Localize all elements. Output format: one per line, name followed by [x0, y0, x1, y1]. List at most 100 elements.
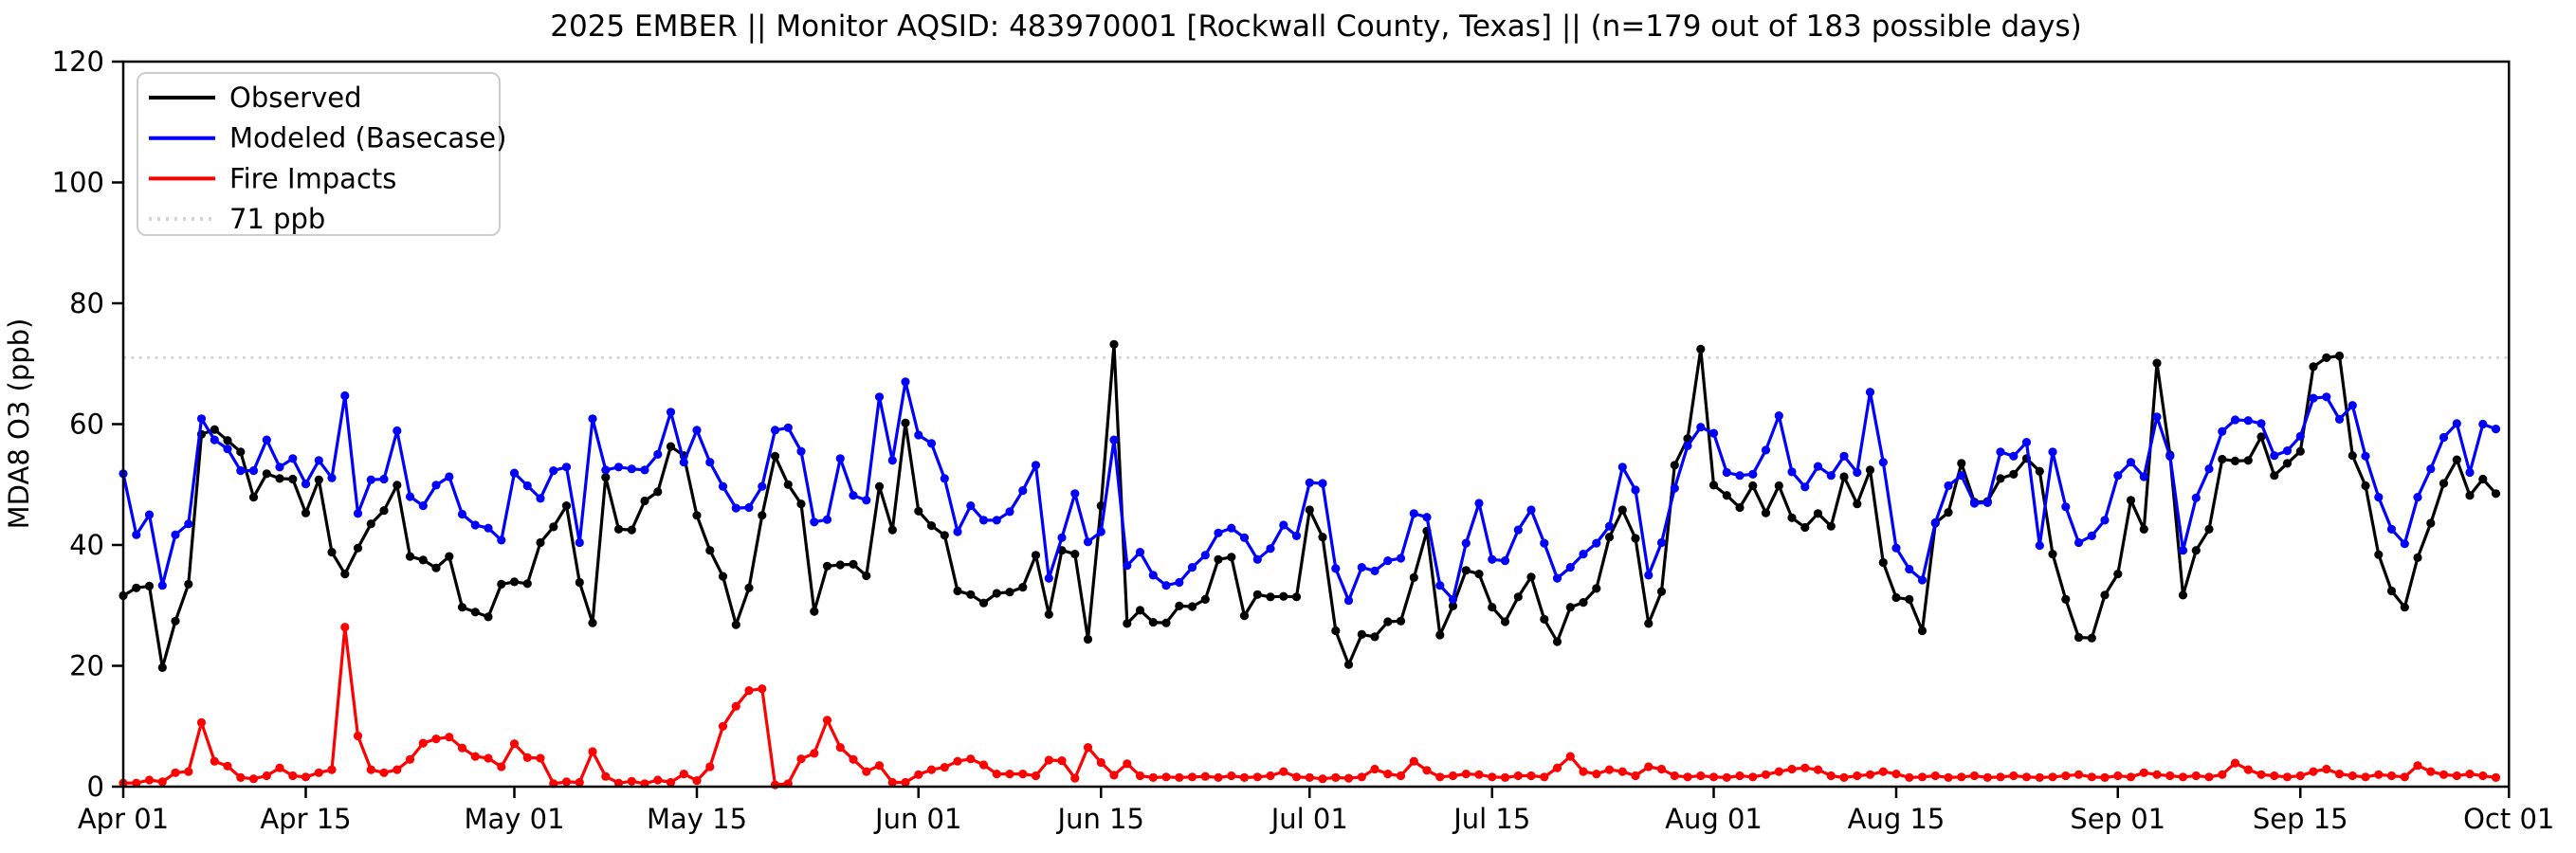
data-point	[405, 492, 415, 501]
data-point	[2021, 772, 2032, 782]
data-point	[1631, 771, 1640, 781]
data-point	[1905, 772, 1914, 783]
data-point	[2191, 546, 2201, 555]
data-point	[2139, 768, 2148, 777]
data-point	[1957, 772, 1966, 782]
x-tick-label: Sep 01	[2070, 803, 2165, 835]
data-point	[301, 480, 311, 489]
data-point	[1644, 571, 1653, 580]
data-point	[1735, 471, 1745, 481]
data-point	[705, 762, 715, 771]
data-point	[1214, 528, 1223, 537]
data-point	[1343, 773, 1354, 783]
data-point	[2491, 425, 2501, 434]
data-point	[210, 425, 219, 434]
data-point	[2282, 772, 2293, 782]
data-point	[2400, 539, 2409, 549]
data-point	[2243, 456, 2253, 465]
data-point	[497, 535, 506, 545]
data-point	[1318, 774, 1327, 784]
data-point	[575, 777, 584, 788]
data-point	[223, 436, 232, 445]
data-point	[2009, 451, 2019, 461]
data-point	[1488, 554, 1497, 564]
data-point	[2165, 771, 2175, 781]
data-point	[1135, 771, 1145, 781]
data-point	[223, 445, 232, 454]
y-tick-label: 40	[69, 529, 104, 561]
chart-title: 2025 EMBER || Monitor AQSID: 483970001 […	[550, 9, 2081, 44]
data-point	[653, 449, 663, 459]
data-point	[353, 731, 363, 741]
data-point	[1839, 472, 1849, 481]
data-point	[314, 768, 323, 777]
data-point	[2035, 541, 2044, 551]
data-point	[549, 466, 558, 476]
data-point	[627, 525, 636, 535]
data-point	[575, 577, 584, 588]
series-markers-0	[119, 339, 2501, 673]
data-point	[2465, 491, 2475, 500]
data-point	[1383, 617, 1393, 626]
data-point	[1787, 764, 1797, 774]
data-point	[1187, 772, 1197, 782]
data-point	[2191, 771, 2201, 781]
data-point	[953, 586, 962, 596]
data-point	[2074, 537, 2084, 548]
data-point	[1592, 584, 1601, 593]
data-point	[275, 474, 284, 483]
data-point	[1891, 592, 1901, 603]
data-point	[1617, 767, 1627, 776]
data-point	[2152, 770, 2162, 779]
data-point	[1435, 581, 1445, 590]
data-point	[692, 426, 702, 435]
data-point	[666, 408, 676, 417]
x-tick-label: Jun 15	[1056, 803, 1144, 835]
data-point	[340, 390, 350, 401]
series-markers-1	[119, 377, 2501, 606]
data-point	[2218, 426, 2227, 436]
data-point	[914, 770, 923, 779]
data-point	[601, 473, 611, 482]
data-point	[1461, 770, 1471, 779]
data-point	[1175, 577, 1184, 588]
data-point	[509, 468, 520, 478]
x-tick-label: May 15	[647, 803, 747, 835]
data-point	[2282, 446, 2293, 456]
data-point	[862, 496, 871, 505]
data-point	[184, 767, 193, 776]
data-point	[1944, 508, 1953, 517]
data-point	[1826, 471, 1836, 481]
data-point	[1214, 772, 1223, 783]
data-point	[1774, 411, 1783, 421]
data-point	[2295, 431, 2305, 441]
data-point	[640, 465, 649, 475]
data-point	[1083, 634, 1093, 644]
data-point	[1748, 469, 1758, 479]
data-point	[1461, 538, 1471, 548]
data-point	[849, 559, 858, 570]
data-point	[2061, 594, 2071, 605]
data-point	[1331, 564, 1341, 573]
data-point	[770, 451, 780, 461]
data-point	[1878, 458, 1888, 467]
data-point	[1031, 461, 1041, 470]
data-point	[887, 777, 897, 788]
data-point	[2204, 464, 2214, 474]
data-point	[1604, 533, 1615, 542]
data-point	[210, 756, 219, 766]
data-point	[1383, 556, 1393, 566]
data-point	[144, 775, 155, 785]
data-point	[2230, 456, 2240, 465]
data-point	[1930, 517, 1940, 528]
data-point	[1239, 611, 1250, 621]
data-point	[1891, 543, 1901, 553]
data-point	[327, 548, 337, 557]
y-tick-label: 0	[87, 771, 104, 803]
data-point	[1800, 522, 1810, 533]
data-point	[1631, 485, 1640, 495]
data-point	[2230, 415, 2240, 425]
data-point	[887, 456, 897, 465]
data-point	[1435, 772, 1445, 782]
